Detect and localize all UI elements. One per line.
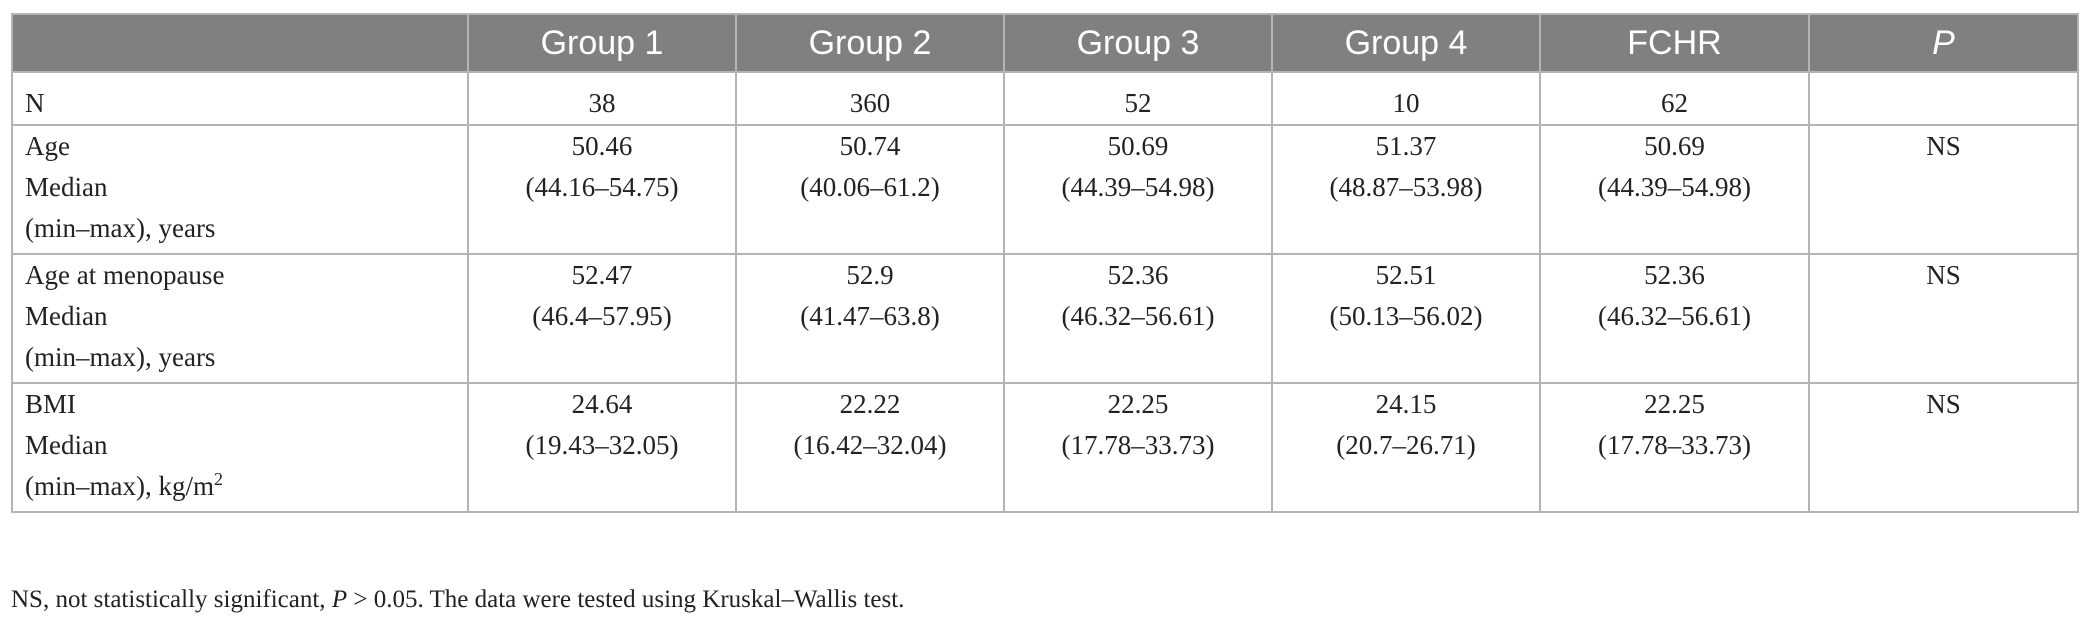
row-label-line: Median — [25, 430, 108, 460]
cell-p — [1808, 71, 2079, 126]
row-label-line: Age — [25, 131, 70, 161]
row-label: Age at menopause Median (min–max), years — [11, 253, 469, 384]
cell-fchr: 50.69 (44.39–54.98) — [1539, 124, 1810, 255]
cell-range: (46.32–56.61) — [1598, 301, 1751, 331]
cell-value: 10 — [1392, 88, 1420, 118]
cell-group-3: 52 — [1003, 71, 1273, 126]
header-cell-label — [11, 13, 469, 73]
cell-range: (44.39–54.98) — [1061, 172, 1215, 202]
cell-range: (17.78–33.73) — [1598, 430, 1751, 460]
cell-median: 52.36 — [1107, 260, 1169, 290]
cell-fchr: 62 — [1539, 71, 1810, 126]
cell-median: 51.37 — [1375, 131, 1437, 161]
cell-range: (48.87–53.98) — [1329, 172, 1483, 202]
row-label-line: (min–max), years — [25, 342, 216, 372]
cell-p: NS — [1808, 124, 2079, 255]
cell-median: 52.36 — [1644, 260, 1705, 290]
cell-value: 52 — [1124, 88, 1152, 118]
row-label-line: N — [25, 88, 45, 118]
cell-p: NS — [1808, 382, 2079, 513]
cell-value: 38 — [588, 88, 616, 118]
cell-range: (44.39–54.98) — [1598, 172, 1751, 202]
cell-group-1: 38 — [467, 71, 737, 126]
cell-median: 50.69 — [1107, 131, 1169, 161]
row-label-unit: (min–max), kg/m — [25, 471, 214, 501]
row-label: N — [11, 71, 469, 126]
cell-group-2: 360 — [735, 71, 1005, 126]
header-row: Group 1 Group 2 Group 3 Group 4 FCHR P — [11, 13, 2079, 73]
row-label: Age Median (min–max), years — [11, 124, 469, 255]
table-row-bmi: BMI Median (min–max), kg/m2 24.64 (19.43… — [11, 382, 2079, 513]
header-cell-group-1: Group 1 — [467, 13, 737, 73]
cell-range: (46.4–57.95) — [532, 301, 672, 331]
cell-range: (50.13–56.02) — [1329, 301, 1483, 331]
cell-fchr: 22.25 (17.78–33.73) — [1539, 382, 1810, 513]
cell-significance: NS — [1926, 389, 1961, 419]
header-cell-fchr: FCHR — [1539, 13, 1810, 73]
cell-group-1: 24.64 (19.43–32.05) — [467, 382, 737, 513]
data-table: Group 1 Group 2 Group 3 Group 4 FCHR P N… — [11, 13, 2079, 513]
footnote-p-symbol: P — [331, 586, 348, 613]
cell-group-1: 52.47 (46.4–57.95) — [467, 253, 737, 384]
footnote-text: NS, not statistically significant, — [11, 586, 332, 613]
row-label-line: (min–max), kg/m2 — [25, 466, 467, 507]
footnote-text: > 0.05. The data were tested using Krusk… — [347, 586, 905, 613]
cell-group-2: 22.22 (16.42–32.04) — [735, 382, 1005, 513]
cell-median: 50.74 — [839, 131, 901, 161]
cell-range: (16.42–32.04) — [793, 430, 947, 460]
cell-value: 62 — [1661, 88, 1688, 118]
cell-fchr: 52.36 (46.32–56.61) — [1539, 253, 1810, 384]
superscript-2: 2 — [213, 469, 223, 489]
row-label-line: Median — [25, 301, 108, 331]
cell-p: NS — [1808, 253, 2079, 384]
cell-group-2: 50.74 (40.06–61.2) — [735, 124, 1005, 255]
cell-significance: NS — [1926, 131, 1961, 161]
cell-group-4: 24.15 (20.7–26.71) — [1271, 382, 1541, 513]
cell-median: 22.25 — [1644, 389, 1705, 419]
cell-range: (20.7–26.71) — [1336, 430, 1476, 460]
row-label-line: (min–max), years — [25, 213, 216, 243]
table-footnote: NS, not statistically significant, P > 0… — [11, 586, 904, 614]
header-cell-group-3: Group 3 — [1003, 13, 1273, 73]
cell-group-3: 52.36 (46.32–56.61) — [1003, 253, 1273, 384]
cell-group-2: 52.9 (41.47–63.8) — [735, 253, 1005, 384]
cell-median: 24.64 — [571, 389, 633, 419]
cell-group-3: 22.25 (17.78–33.73) — [1003, 382, 1273, 513]
row-label: BMI Median (min–max), kg/m2 — [11, 382, 469, 513]
cell-group-3: 50.69 (44.39–54.98) — [1003, 124, 1273, 255]
cell-median: 22.22 — [839, 389, 901, 419]
cell-range: (19.43–32.05) — [525, 430, 679, 460]
cell-median: 50.69 — [1644, 131, 1705, 161]
cell-median: 52.47 — [571, 260, 633, 290]
row-label-line: Age at menopause — [25, 260, 225, 290]
table-row-n: N 38 360 52 10 62 — [11, 71, 2079, 126]
cell-median: 50.46 — [571, 131, 633, 161]
cell-median: 22.25 — [1107, 389, 1169, 419]
cell-median: 24.15 — [1375, 389, 1437, 419]
header-cell-group-4: Group 4 — [1271, 13, 1541, 73]
cell-value: 360 — [849, 88, 891, 118]
header-cell-p: P — [1808, 13, 2079, 73]
header-cell-group-2: Group 2 — [735, 13, 1005, 73]
cell-range: (44.16–54.75) — [525, 172, 679, 202]
row-label-line: BMI — [25, 389, 77, 419]
cell-group-4: 51.37 (48.87–53.98) — [1271, 124, 1541, 255]
cell-range: (40.06–61.2) — [800, 172, 940, 202]
table-row-age: Age Median (min–max), years 50.46 (44.16… — [11, 124, 2079, 255]
cell-group-1: 50.46 (44.16–54.75) — [467, 124, 737, 255]
cell-median: 52.9 — [846, 260, 894, 290]
cell-range: (46.32–56.61) — [1061, 301, 1215, 331]
cell-median: 52.51 — [1375, 260, 1437, 290]
cell-group-4: 10 — [1271, 71, 1541, 126]
cell-range: (17.78–33.73) — [1061, 430, 1215, 460]
cell-group-4: 52.51 (50.13–56.02) — [1271, 253, 1541, 384]
cell-significance: NS — [1926, 260, 1961, 290]
cell-range: (41.47–63.8) — [800, 301, 940, 331]
row-label-line: Median — [25, 172, 108, 202]
table-row-age-at-menopause: Age at menopause Median (min–max), years… — [11, 253, 2079, 384]
